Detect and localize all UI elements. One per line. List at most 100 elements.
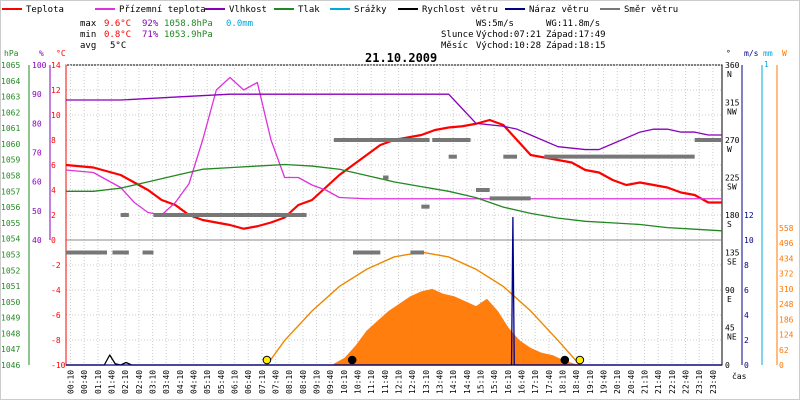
x-tick-label: 01:40 [108, 370, 117, 394]
moon-rise: Východ:10:28 [476, 41, 541, 51]
solar-tick-label: 372 [779, 270, 794, 279]
stats-block: max 9.6°C 92% 1058.8hPa 0.0mm min 0.8°C … [80, 19, 253, 51]
pressure-tick-label: 1054 [1, 235, 20, 244]
direction-tick-label: 270 [725, 136, 740, 145]
legend-item-tlak: Tlak [274, 5, 320, 15]
direction-tick-label: 360 [725, 61, 740, 70]
solar-tick-label: 248 [779, 300, 794, 309]
legend-item-vlhkost: Vlhkost [205, 5, 267, 15]
legend-label-tlak: Tlak [298, 5, 320, 15]
solar-tick-label: 496 [779, 239, 794, 248]
x-tick-label: 23:10 [695, 370, 704, 394]
x-tick-label: 12:40 [408, 370, 417, 394]
moon-set: Západ:18:15 [546, 41, 606, 51]
solar-tick-label: 434 [779, 254, 794, 263]
series-5 [66, 216, 722, 366]
pressure-tick-label: 1055 [1, 219, 20, 228]
x-tick-label: 22:10 [668, 370, 677, 394]
pressure-tick-label: 1063 [1, 93, 20, 102]
x-axis-label: čas [732, 371, 747, 381]
x-tick-label: 00:40 [80, 370, 89, 394]
legend-label-smer-vetru: Směr větru [624, 5, 678, 15]
x-tick-label: 18:10 [559, 370, 568, 394]
pressure-tick-label: 1046 [1, 361, 20, 370]
legend-label-naraz-vetru: Náraz větru [529, 5, 589, 15]
x-tick-label: 05:40 [217, 370, 226, 394]
stat-max-press: 1058.8hPa [164, 19, 213, 29]
legend: Teplota Přízemní teplota Vlhkost Tlak Sr… [2, 5, 678, 15]
legend-label-teplota: Teplota [26, 5, 64, 15]
wind-speed-tick-label: 12 [744, 211, 754, 220]
x-tick-label: 20:10 [613, 370, 622, 394]
direction-tick-label: 225 [725, 174, 740, 183]
temperature-tick-label: 2 [51, 211, 56, 220]
compass-label: S [727, 220, 732, 229]
unit-rain: mm [763, 49, 773, 58]
stat-avg-temp: 5°C [110, 41, 126, 51]
pressure-tick-label: 1047 [1, 345, 20, 354]
x-tick-label: 09:40 [326, 370, 335, 394]
x-tick-label: 14:10 [449, 370, 458, 394]
stat-min-temp: 0.8°C [104, 30, 131, 40]
legend-label-rychlost-vetru: Rychlost větru [422, 5, 498, 15]
wind-speed-tick-label: 10 [744, 236, 754, 245]
x-tick-label: 17:10 [531, 370, 540, 394]
x-tick-label: 13:10 [422, 370, 431, 394]
direction-tick-label: 135 [725, 249, 740, 258]
wind-speed-tick-label: 0 [744, 361, 749, 370]
legend-label-vlhkost: Vlhkost [229, 5, 267, 15]
direction-tick-label: 90 [725, 286, 735, 295]
temperature-tick-label: 8 [51, 136, 56, 145]
x-tick-label: 00:10 [67, 370, 76, 394]
stat-min-label: min [80, 30, 96, 40]
humidity-tick-label: 70 [32, 149, 42, 158]
temperature-tick-label: 6 [51, 161, 56, 170]
humidity-tick-label: 40 [32, 236, 42, 245]
x-tick-label: 19:10 [586, 370, 595, 394]
x-tick-label: 21:10 [641, 370, 650, 394]
x-tick-label: 15:10 [477, 370, 486, 394]
pressure-tick-label: 1065 [1, 61, 20, 70]
x-tick-label: 23:40 [709, 370, 718, 394]
unit-pressure: hPa [4, 49, 19, 58]
x-tick-label: 17:40 [545, 370, 554, 394]
pressure-tick-label: 1059 [1, 156, 20, 165]
humidity-tick-label: 60 [32, 178, 42, 187]
x-tick-label: 10:10 [340, 370, 349, 394]
moonrise-marker [347, 355, 357, 365]
x-tick-label: 03:40 [162, 370, 171, 394]
x-tick-label: 06:10 [231, 370, 240, 394]
solar-tick-label: 0 [779, 361, 784, 370]
humidity-tick-label: 90 [32, 90, 42, 99]
pressure-tick-label: 1051 [1, 282, 20, 291]
compass-label: NE [727, 333, 737, 342]
solar-tick-label: 124 [779, 331, 794, 340]
temperature-tick-label: 14 [51, 61, 61, 70]
sun-rise: Východ:07:21 [476, 30, 541, 40]
temperature-tick-label: 0 [51, 236, 56, 245]
pressure-tick-label: 1064 [1, 77, 20, 86]
x-tick-label: 16:40 [518, 370, 527, 394]
temperature-tick-label: -8 [51, 336, 61, 345]
legend-label-srazky: Srážky [354, 5, 387, 15]
temperature-tick-label: -10 [51, 361, 66, 370]
x-tick-label: 16:10 [504, 370, 513, 394]
pressure-tick-label: 1048 [1, 329, 20, 338]
pressure-tick-label: 1050 [1, 298, 20, 307]
x-tick-label: 22:40 [682, 370, 691, 394]
pressure-tick-label: 1061 [1, 124, 20, 133]
x-tick-label: 04:10 [176, 370, 185, 394]
x-tick-label: 02:40 [135, 370, 144, 394]
solar-tick-label: 558 [779, 224, 794, 233]
compass-label: N [727, 70, 732, 79]
temperature-tick-label: -2 [51, 261, 61, 270]
humidity-tick-label: 100 [32, 61, 47, 70]
temperature-tick-label: 10 [51, 111, 61, 120]
stat-max-hum: 92% [142, 19, 159, 29]
temperature-tick-label: 4 [51, 186, 56, 195]
unit-solar: W [782, 49, 787, 58]
wind-speed-tick-label: 2 [744, 336, 749, 345]
stat-max-label: max [80, 19, 97, 29]
direction-tick-label: 0 [725, 361, 730, 370]
